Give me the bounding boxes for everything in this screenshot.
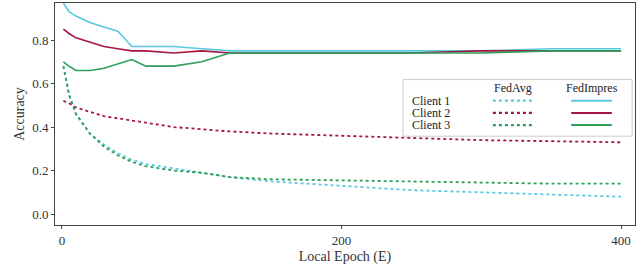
svg-text:0.0: 0.0 <box>32 207 48 222</box>
svg-text:Client 3: Client 3 <box>412 118 450 132</box>
svg-text:0.4: 0.4 <box>32 120 49 135</box>
svg-text:0.6: 0.6 <box>32 76 49 91</box>
svg-text:Accuracy: Accuracy <box>12 87 27 141</box>
svg-text:200: 200 <box>332 233 352 248</box>
svg-text:Local Epoch (E): Local Epoch (E) <box>299 249 392 265</box>
svg-text:Client 1: Client 1 <box>412 94 450 108</box>
svg-text:FedAvg: FedAvg <box>494 81 532 95</box>
svg-text:0: 0 <box>59 233 66 248</box>
svg-text:0.8: 0.8 <box>32 33 48 48</box>
svg-text:FedImpres: FedImpres <box>566 81 618 95</box>
svg-text:400: 400 <box>611 233 631 248</box>
svg-text:0.2: 0.2 <box>32 163 48 178</box>
svg-text:Client 2: Client 2 <box>412 106 450 120</box>
